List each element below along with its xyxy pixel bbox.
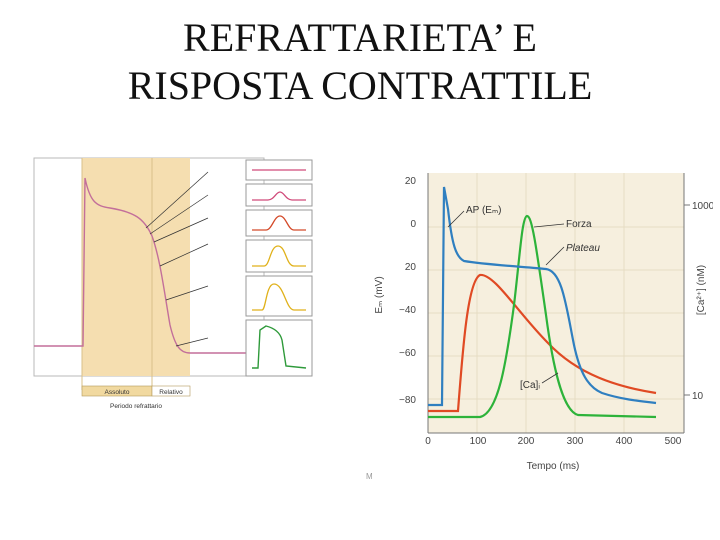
- grid: [428, 173, 684, 433]
- twitch-box-2: [245, 183, 313, 207]
- series-labels: AP (Eₘ) Forza Plateau [Ca]ᵢ: [447, 205, 600, 391]
- twitch-box-4: [245, 239, 313, 273]
- slide-title: REFRATTARIETA’ E RISPOSTA CONTRATTILE: [0, 14, 720, 110]
- y-right-ticks: 1000 10: [684, 201, 713, 402]
- svg-text:20: 20: [405, 176, 417, 187]
- svg-text:−60: −60: [399, 348, 416, 359]
- svg-text:400: 400: [616, 436, 633, 447]
- svg-text:Plateau: Plateau: [566, 243, 600, 254]
- x-axis-title: Tempo (ms): [527, 461, 580, 472]
- ap-curve: [428, 186, 657, 407]
- y-left-axis-title: Eₘ (mV): [374, 276, 385, 313]
- twitch-box-6: [245, 319, 313, 377]
- svg-text:−80: −80: [399, 395, 416, 406]
- svg-text:20: 20: [405, 262, 417, 273]
- svg-text:[Ca]ᵢ: [Ca]ᵢ: [520, 380, 540, 391]
- title-line-2: RISPOSTA CONTRATTILE: [127, 63, 593, 108]
- absolute-label: Assoluto: [105, 389, 130, 396]
- twitch-box-3: [245, 209, 313, 237]
- relative-label: Relativo: [159, 389, 183, 396]
- svg-text:500: 500: [665, 436, 682, 447]
- relative-period-bar: [151, 385, 191, 397]
- svg-text:1000: 1000: [692, 201, 713, 212]
- calcium-curve: [428, 273, 657, 413]
- refractory-shade: [82, 158, 190, 376]
- y-right-axis-title: [Ca²⁺] (nM): [696, 265, 707, 315]
- twitch-box-5: [245, 275, 313, 317]
- force-curve: [428, 214, 657, 419]
- ap-curve: [34, 177, 264, 354]
- leader-lines: [145, 171, 209, 347]
- svg-text:−40: −40: [399, 305, 416, 316]
- y-left-ticks: 20 0 20 −40 −60 −80: [399, 176, 416, 406]
- refractory-period-label: Periodo refrattario: [110, 403, 162, 410]
- svg-text:0: 0: [410, 219, 416, 230]
- refractory-figure: Assoluto Relativo Periodo refrattario: [30, 150, 330, 425]
- svg-text:200: 200: [518, 436, 535, 447]
- title-line-1: REFRATTARIETA’ E: [183, 15, 537, 60]
- small-mark: M: [366, 472, 373, 481]
- twitch-box-1: [245, 159, 313, 181]
- svg-text:Forza: Forza: [566, 219, 592, 230]
- svg-text:AP (Eₘ): AP (Eₘ): [466, 205, 502, 216]
- svg-text:100: 100: [470, 436, 487, 447]
- svg-text:10: 10: [692, 391, 704, 402]
- x-ticks: 0 100 200 300 400 500: [425, 436, 682, 447]
- svg-text:300: 300: [567, 436, 584, 447]
- svg-text:0: 0: [425, 436, 431, 447]
